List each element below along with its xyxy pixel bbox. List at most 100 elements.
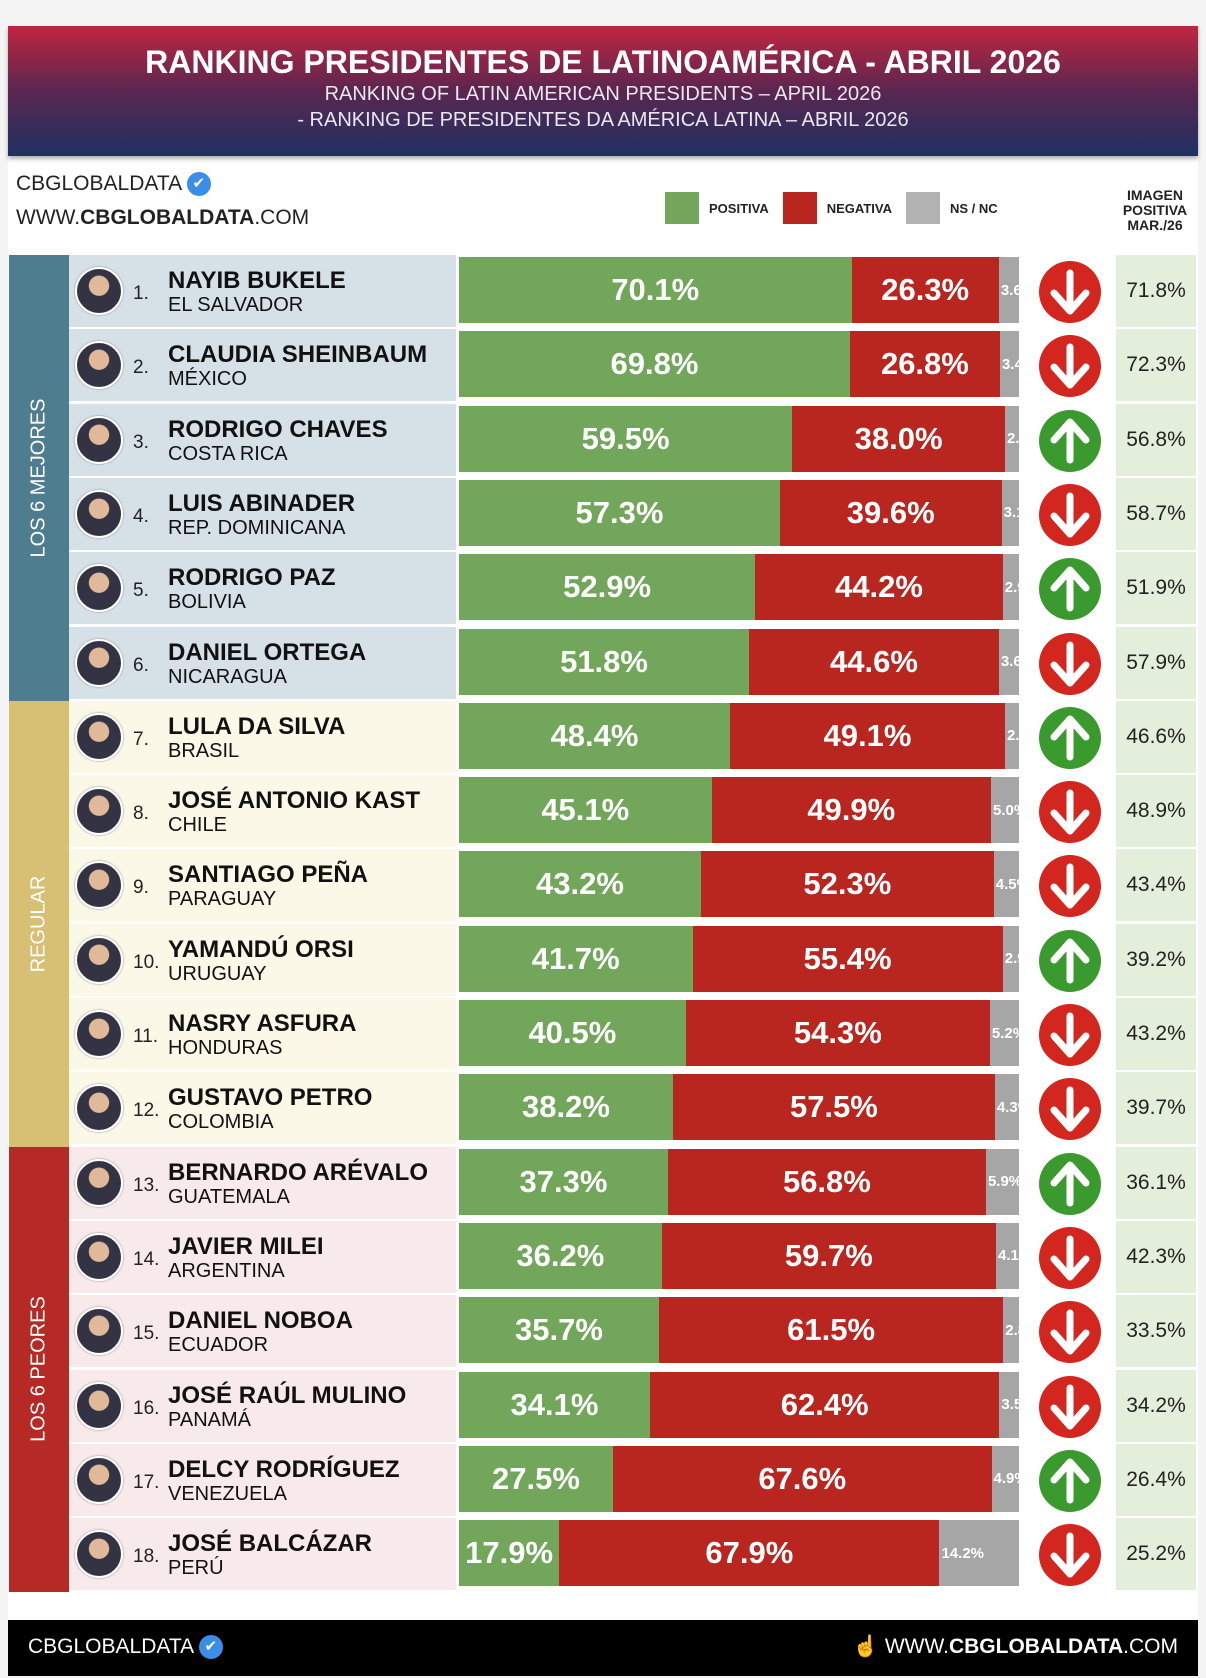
president-cell: 17. DELCY RODRÍGUEZ VENEZUELA [69, 1443, 456, 1516]
subtitle-pt: - RANKING DE PRESIDENTES DA AMÉRICA LATI… [297, 109, 909, 131]
rank-number: 16. [133, 1397, 160, 1419]
group-label: LOS 6 MEJORES [27, 398, 50, 558]
rank-number: 12. [133, 1100, 160, 1122]
president-cell: 18. JOSÉ BALCÁZAR PERÚ [69, 1518, 456, 1591]
country-name: NICARAGUA [168, 665, 287, 688]
brand-block: CBGLOBALDATA ✔ WWW.CBGLOBALDATA.COM [16, 172, 309, 230]
arrow-down-icon [1039, 1524, 1101, 1587]
previous-positive-image: 71.8% [1116, 255, 1196, 327]
bar-negative: 52.3% [700, 851, 994, 918]
subtitle-en: RANKING OF LATIN AMERICAN PRESIDENTS – A… [324, 83, 882, 105]
president-cell: 3. RODRIGO CHAVES COSTA RICA [69, 403, 456, 476]
legend-positive: POSITIVA [709, 200, 769, 216]
president-cell: 6. DANIEL ORTEGA NICARAGUA [69, 626, 456, 699]
president-name: DELCY RODRÍGUEZ [168, 1455, 400, 1483]
bar-nsnc: 2.9% [1002, 925, 1019, 992]
country-name: EL SALVADOR [168, 294, 304, 316]
arrow-down-icon [1039, 1226, 1101, 1289]
approval-bar: 27.5%67.6%4.9% [459, 1445, 1019, 1512]
bar-positive: 69.8% [459, 331, 850, 398]
rank-number: 1. [133, 283, 149, 304]
bar-nsnc: 2.5% [1004, 702, 1019, 769]
footer-url[interactable]: ☝ WWW.CBGLOBALDATA.COM [853, 1635, 1178, 1659]
previous-positive-image: 42.3% [1116, 1220, 1196, 1293]
arrow-up-icon [1039, 929, 1101, 992]
previous-positive-image: 51.9% [1116, 552, 1196, 625]
bar-positive: 48.4% [459, 702, 731, 769]
bar-nsnc: 4.1% [996, 1222, 1019, 1289]
approval-bar: 40.5%54.3%5.2% [459, 1000, 1019, 1066]
arrow-down-icon [1039, 483, 1101, 546]
rank-number: 10. [133, 951, 160, 973]
country-name: BOLIVIA [168, 591, 246, 614]
president-cell: 13. BERNARDO ARÉVALO GUATEMALA [69, 1146, 456, 1219]
bar-nsnc: 4.9% [991, 1445, 1019, 1512]
president-name: NAYIB BUKELE [168, 267, 346, 294]
bar-negative: 49.1% [730, 702, 1005, 769]
president-name: RODRIGO CHAVES [168, 415, 388, 443]
bar-positive: 51.8% [459, 628, 750, 695]
bar-nsnc: 3.4% [999, 331, 1019, 398]
avatar [75, 1530, 123, 1579]
bar-negative: 26.3% [851, 257, 999, 323]
rank-number: 15. [133, 1323, 160, 1345]
president-cell: 9. SANTIAGO PEÑA PARAGUAY [69, 849, 456, 922]
country-name: PERÚ [168, 1557, 224, 1580]
approval-bar: 52.9%44.2%2.9% [459, 554, 1019, 621]
arrow-up-icon [1039, 409, 1101, 472]
approval-bar: 59.5%38.0%2.5% [459, 405, 1019, 472]
approval-bar: 36.2%59.7%4.1% [459, 1222, 1019, 1289]
bar-negative: 61.5% [658, 1297, 1004, 1364]
president-name: BERNARDO ARÉVALO [168, 1158, 429, 1186]
rank-number: 18. [133, 1546, 160, 1568]
bar-positive: 59.5% [459, 405, 793, 472]
arrow-down-icon [1039, 1301, 1101, 1364]
previous-positive-image: 57.9% [1116, 626, 1196, 699]
country-name: HONDURAS [168, 1037, 283, 1059]
previous-positive-image: 25.2% [1116, 1518, 1196, 1591]
president-name: DANIEL NOBOA [168, 1307, 353, 1335]
country-name: ARGENTINA [168, 1259, 285, 1282]
bar-positive: 40.5% [459, 1000, 686, 1066]
bar-nsnc: 5.9% [985, 1148, 1019, 1215]
approval-bar: 41.7%55.4%2.9% [459, 925, 1019, 992]
url-bold: CBGLOBALDATA [80, 206, 255, 230]
president-name: GUSTAVO PETRO [168, 1084, 373, 1112]
bar-negative: 44.2% [755, 554, 1003, 621]
president-cell: 15. DANIEL NOBOA ECUADOR [69, 1295, 456, 1368]
bar-positive: 41.7% [459, 925, 693, 992]
bar-positive: 43.2% [459, 851, 701, 918]
approval-bar: 37.3% 56.8% 5.9% [459, 1148, 1019, 1215]
approval-bar: 35.7%61.5%2.8% [459, 1297, 1019, 1364]
avatar [75, 787, 123, 836]
bar-negative: 44.6% [749, 628, 999, 695]
brand-url[interactable]: WWW.CBGLOBALDATA.COM [16, 206, 309, 230]
legend-swatch-nsnc [905, 192, 940, 224]
country-name: PANAMÁ [168, 1408, 251, 1431]
president-cell: 14. JAVIER MILEI ARGENTINA [69, 1220, 456, 1293]
approval-bar: 51.8%44.6%3.6% [459, 628, 1019, 695]
table-row: 17. DELCY RODRÍGUEZ VENEZUELA 27.5% 67.6% 4.9… [69, 1443, 1199, 1518]
rank-number: 3. [133, 431, 149, 453]
avatar [75, 1010, 123, 1058]
avatar [75, 638, 123, 687]
country-name: GUATEMALA [168, 1185, 290, 1208]
country-name: URUGUAY [168, 962, 267, 985]
president-name: RODRIGO PAZ [168, 564, 336, 592]
approval-bar: 17.9% 67.9% 14.2% [459, 1520, 1019, 1587]
bar-nsnc: 4.3% [994, 1074, 1019, 1141]
page-title: RANKING PRESIDENTES DE LATINOAMÉRICA - A… [145, 44, 1061, 80]
country-name: PARAGUAY [168, 888, 277, 911]
group-label-bar: REGULAR [9, 700, 69, 1147]
avatar [75, 1307, 123, 1356]
rank-number: 14. [133, 1248, 160, 1270]
bar-positive: 17.9% [459, 1520, 560, 1587]
footer-brand: CBGLOBALDATA [28, 1635, 193, 1658]
